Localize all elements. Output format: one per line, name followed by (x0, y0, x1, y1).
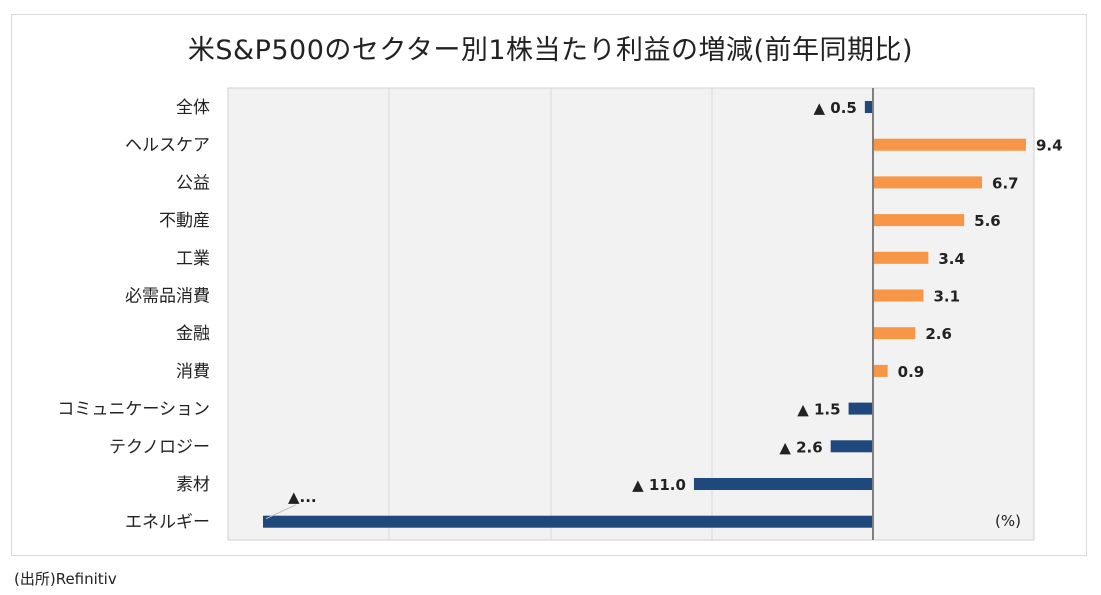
category-label: コミュニケーション (57, 400, 210, 420)
value-label: ▲ 2.6 (779, 438, 822, 456)
category-label: 消費 (176, 362, 210, 382)
category-label: 必需品消費 (125, 287, 210, 307)
leader-line (265, 504, 297, 520)
grid-lines (388, 88, 713, 540)
category-label: 工業 (176, 249, 210, 269)
category-label: 素材 (176, 475, 210, 495)
value-label: ▲ 0.5 (814, 99, 857, 117)
bar-9 (830, 440, 873, 453)
bar-1 (873, 138, 1026, 151)
bar-6 (873, 327, 916, 340)
category-label: 金融 (176, 324, 210, 344)
plot-area (227, 87, 1035, 541)
bar-7 (873, 364, 888, 377)
category-label: 全体 (176, 98, 210, 118)
value-label: ▲ 1.5 (797, 401, 840, 419)
value-label: 3.4 (938, 250, 965, 268)
bar-5 (873, 289, 924, 302)
value-label: 3.1 (933, 288, 960, 306)
value-label: 0.9 (898, 363, 925, 381)
bar-10 (693, 478, 873, 490)
value-label: 6.7 (992, 174, 1019, 192)
category-label: 不動産 (159, 211, 210, 231)
category-labels: 全体ヘルスケア公益不動産工業必需品消費金融消費コミュニケーションテクノロジー素材… (57, 98, 210, 533)
unit-label: (%) (995, 512, 1021, 530)
value-label: 2.6 (925, 325, 952, 343)
value-label: 9.4 (1036, 137, 1063, 155)
bar-3 (873, 214, 965, 227)
category-label: エネルギー (125, 513, 210, 533)
category-label: 公益 (176, 173, 210, 193)
value-label: 5.6 (974, 212, 1001, 230)
bar-11 (263, 515, 873, 528)
bar-4 (873, 251, 929, 264)
bar-2 (873, 176, 983, 189)
value-labels: ▲ 0.5 9.4 6.7 5.6 3.4 3.1 2.6 0.9 ▲ 1.5 ▲ 2.6 ▲ 11… (288, 99, 1063, 506)
category-label: ヘルスケア (125, 136, 210, 156)
bars (263, 101, 1026, 528)
source-note: (出所)Refinitiv (14, 570, 117, 588)
chart-title: 米S&P500のセクター別1株当たり利益の増減(前年同期比) (187, 35, 914, 66)
value-label: ▲... (288, 488, 317, 506)
bar-8 (848, 402, 873, 415)
bar-0 (864, 101, 873, 113)
value-label: ▲ 11.0 (632, 476, 686, 494)
category-label: テクノロジー (109, 437, 210, 457)
